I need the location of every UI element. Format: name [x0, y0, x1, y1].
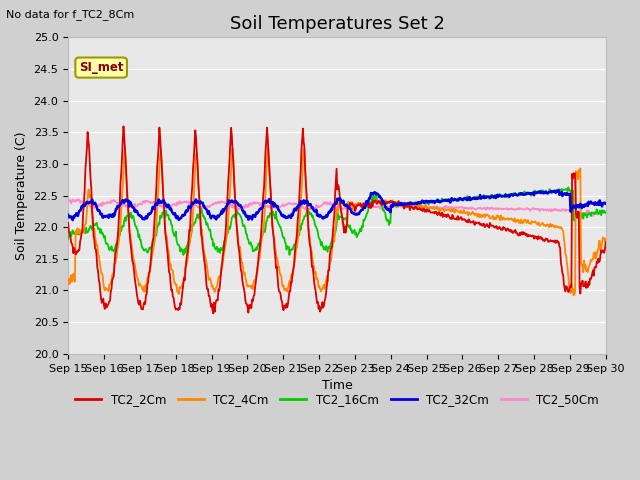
Text: No data for f_TC2_8Cm: No data for f_TC2_8Cm — [6, 9, 134, 20]
X-axis label: Time: Time — [321, 379, 353, 392]
Y-axis label: Soil Temperature (C): Soil Temperature (C) — [15, 132, 28, 260]
Title: Soil Temperatures Set 2: Soil Temperatures Set 2 — [230, 15, 444, 33]
Text: SI_met: SI_met — [79, 61, 124, 74]
Legend: TC2_2Cm, TC2_4Cm, TC2_16Cm, TC2_32Cm, TC2_50Cm: TC2_2Cm, TC2_4Cm, TC2_16Cm, TC2_32Cm, TC… — [70, 389, 604, 411]
